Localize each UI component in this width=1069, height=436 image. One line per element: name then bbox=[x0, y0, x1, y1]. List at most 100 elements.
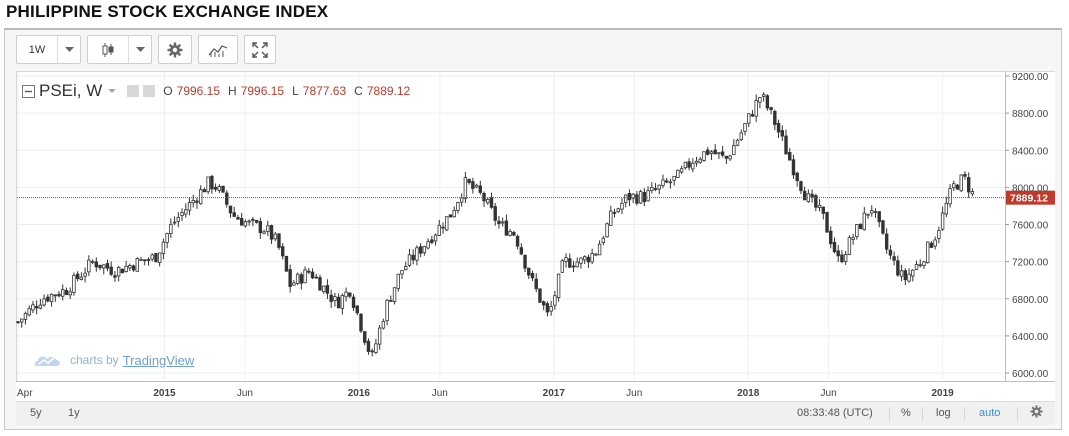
x-tick-label: 2018 bbox=[737, 388, 760, 399]
collapse-legend-icon[interactable] bbox=[22, 84, 35, 98]
chart-style-selector[interactable] bbox=[87, 35, 152, 64]
candle bbox=[635, 191, 639, 206]
candle-body bbox=[139, 259, 143, 261]
caret-down-icon[interactable] bbox=[107, 87, 117, 95]
candle bbox=[94, 257, 98, 272]
candle bbox=[191, 194, 195, 208]
chart-style-dropdown-button[interactable] bbox=[129, 36, 151, 63]
candle-body bbox=[61, 289, 65, 297]
candle-body bbox=[519, 247, 524, 255]
bottom-divider bbox=[1017, 407, 1018, 421]
percent-scale-button[interactable]: % bbox=[901, 407, 911, 419]
fullscreen-button[interactable] bbox=[245, 36, 275, 63]
eye-icon[interactable] bbox=[127, 85, 140, 97]
candle bbox=[75, 271, 80, 282]
auto-scale-button[interactable]: auto bbox=[979, 407, 1001, 419]
candle bbox=[560, 259, 565, 273]
candle-body bbox=[676, 169, 680, 178]
candle bbox=[702, 151, 706, 162]
candle-body bbox=[642, 191, 647, 203]
candle-body bbox=[717, 152, 721, 155]
candle bbox=[661, 174, 665, 189]
chart-pane[interactable] bbox=[16, 71, 1005, 381]
tradingview-cloud-icon bbox=[34, 356, 60, 366]
candle-body bbox=[273, 233, 277, 240]
candle-body bbox=[176, 216, 181, 222]
y-tick-label: 7200.00 bbox=[1012, 258, 1049, 269]
candle bbox=[124, 260, 128, 273]
candle-body bbox=[478, 185, 482, 193]
candle-body bbox=[963, 173, 967, 177]
candle-body bbox=[195, 200, 199, 203]
candle-body bbox=[322, 285, 326, 293]
settings-small-icon[interactable] bbox=[143, 85, 156, 97]
candle-body bbox=[836, 250, 840, 257]
candle bbox=[266, 220, 270, 236]
candle bbox=[128, 263, 132, 272]
settings-button[interactable] bbox=[159, 36, 191, 63]
tradingview-link[interactable]: TradingView bbox=[122, 352, 195, 368]
candle bbox=[750, 110, 755, 117]
candle-body bbox=[333, 296, 337, 301]
candle-body bbox=[590, 253, 594, 263]
candle-body bbox=[769, 107, 773, 111]
time-scale[interactable] bbox=[16, 381, 1055, 401]
candle-body bbox=[821, 206, 825, 214]
candle bbox=[571, 260, 576, 273]
candle bbox=[765, 94, 770, 111]
candle-body bbox=[832, 241, 837, 253]
candle bbox=[683, 161, 688, 170]
candle bbox=[348, 292, 352, 299]
candle-body bbox=[31, 304, 35, 311]
candle-body bbox=[575, 261, 579, 268]
candle bbox=[202, 187, 207, 193]
candle bbox=[836, 244, 840, 263]
toolbar-divider bbox=[128, 36, 129, 63]
chart-style-button[interactable] bbox=[88, 36, 128, 63]
candle bbox=[385, 298, 389, 326]
candle-body bbox=[277, 233, 281, 248]
candle bbox=[724, 155, 729, 164]
candle bbox=[829, 226, 833, 249]
candle-body bbox=[120, 268, 125, 274]
chart-properties-button[interactable] bbox=[1030, 405, 1043, 421]
interval-selector[interactable]: 1W bbox=[16, 35, 81, 64]
candle-body bbox=[877, 211, 881, 223]
range-5y-button[interactable]: 5y bbox=[30, 407, 42, 419]
candle-body bbox=[586, 256, 591, 263]
symbol-label[interactable]: PSEi, W bbox=[39, 81, 103, 100]
candle bbox=[948, 184, 952, 208]
interval-button[interactable]: 1W bbox=[28, 43, 46, 56]
candle bbox=[363, 330, 367, 346]
candle-body bbox=[541, 301, 546, 306]
open-label: O bbox=[163, 84, 173, 98]
candle bbox=[377, 325, 382, 350]
y-tick-label: 8800.00 bbox=[1012, 109, 1049, 120]
candle bbox=[247, 219, 251, 226]
log-scale-button[interactable]: log bbox=[936, 407, 951, 419]
candle bbox=[612, 208, 617, 218]
candle bbox=[586, 254, 591, 268]
candle-body bbox=[553, 295, 557, 306]
candle bbox=[314, 273, 318, 279]
candle bbox=[579, 257, 583, 269]
candle-body bbox=[474, 184, 479, 188]
candle bbox=[217, 184, 222, 194]
candle bbox=[732, 139, 736, 155]
interval-dropdown-button[interactable] bbox=[58, 36, 80, 63]
price-scale[interactable] bbox=[1005, 71, 1055, 381]
range-1y-button[interactable]: 1y bbox=[68, 407, 80, 419]
candle-body bbox=[668, 181, 673, 184]
candle bbox=[728, 154, 732, 162]
candle-body bbox=[829, 230, 833, 245]
indicators-button[interactable] bbox=[199, 36, 237, 63]
tradingview-watermark[interactable]: charts by TradingView bbox=[34, 352, 194, 368]
candle-body bbox=[374, 343, 378, 353]
candle-body bbox=[564, 257, 568, 262]
candle-body bbox=[605, 223, 609, 238]
candle-body bbox=[42, 298, 46, 306]
candle-body bbox=[489, 197, 494, 208]
candle-body bbox=[739, 132, 743, 141]
candle bbox=[788, 148, 792, 161]
candle bbox=[538, 288, 542, 304]
